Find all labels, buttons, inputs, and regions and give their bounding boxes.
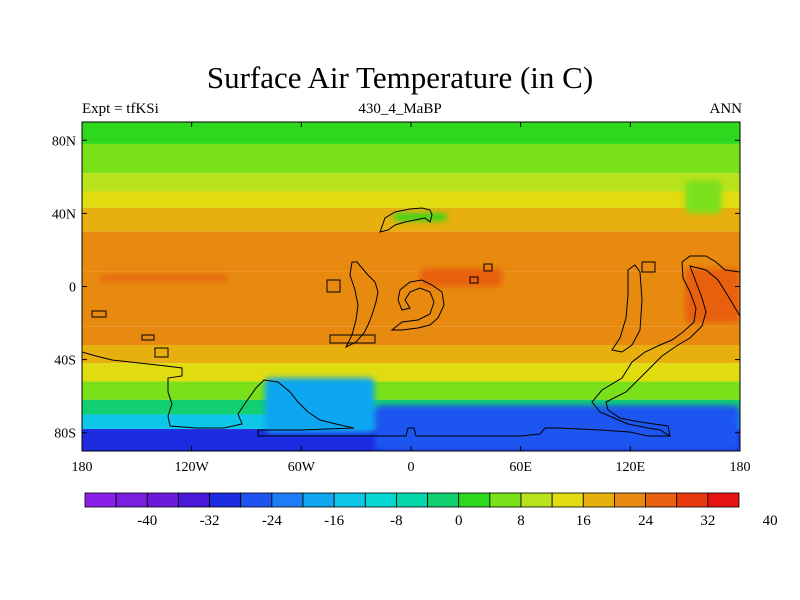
outline-gondwana-south	[82, 351, 670, 437]
outline-tropical-arc	[344, 261, 379, 349]
x-tick-label: 120W	[175, 460, 210, 475]
colorbar-swatch	[645, 492, 678, 508]
temperature-band-8	[82, 344, 740, 364]
colorbar-swatch	[676, 492, 709, 508]
colorbar-swatch	[146, 492, 179, 508]
colorbar-swatch	[271, 492, 304, 508]
temperature-band-10	[82, 381, 740, 400]
colorbar-swatch	[84, 492, 117, 508]
colorbar-swatch	[458, 492, 491, 508]
temperature-band-0	[82, 122, 740, 144]
outline-small-isle-e	[141, 334, 155, 341]
outline-tropical-south	[329, 334, 376, 344]
outline-east-isle	[641, 261, 656, 273]
outline-east-arc	[611, 264, 643, 353]
colorbar-swatch	[333, 492, 366, 508]
y-axis-ticks: 80N 40N 0 40S 80S	[52, 134, 740, 442]
outline-small-island-a	[326, 279, 341, 293]
temperature-patch-5	[392, 213, 448, 221]
colorbar-swatch	[489, 492, 522, 508]
colorbar-label: -16	[324, 513, 344, 529]
colorbar-swatch	[707, 492, 740, 508]
y-tick-label: 40S	[54, 354, 76, 369]
colorbar-swatch	[614, 492, 646, 508]
temperature-patch-3	[264, 377, 375, 433]
colorbar-label: 40	[763, 513, 778, 529]
experiment-label: Expt = tfKSi	[82, 101, 159, 117]
temperature-field	[82, 122, 740, 451]
outline-gondwana-east	[591, 255, 740, 438]
colorbar-label: 24	[638, 513, 654, 529]
outline-small-isle-d	[91, 310, 107, 318]
outline-laurussia	[379, 207, 433, 233]
colorbar-swatch	[240, 492, 273, 508]
temperature-band-1	[82, 143, 740, 174]
plot-title: Surface Air Temperature (in C)	[206, 60, 594, 95]
colorbar-swatch	[520, 492, 553, 508]
outline-small-island-c	[483, 263, 493, 272]
colorbar-label: -24	[262, 513, 282, 529]
y-tick-label: 80S	[54, 427, 76, 442]
colorbar-swatch	[209, 492, 242, 508]
case-label: 430_4_MaBP	[358, 101, 442, 117]
colorbar-label: -40	[137, 513, 157, 529]
zonal-bands	[82, 122, 740, 451]
colorbar-swatch	[582, 492, 615, 508]
temperature-band-2	[82, 173, 740, 192]
colorbar-label: 0	[455, 513, 463, 529]
temperature-band-3	[82, 191, 740, 208]
x-tick-label: 60W	[288, 460, 316, 475]
colorbar: -40 -32 -24 -16 -8 0 8 16 24 32 40	[84, 492, 778, 529]
colorbar-swatch	[178, 492, 210, 508]
y-tick-label: 80N	[52, 134, 76, 149]
x-tick-label: 180	[72, 460, 93, 475]
x-tick-label: 0	[408, 460, 415, 475]
x-tick-label: 120E	[616, 460, 646, 475]
colorbar-label: -32	[200, 513, 220, 529]
x-tick-label: 180	[730, 460, 751, 475]
colorbar-swatch	[551, 492, 584, 508]
y-tick-label: 40N	[52, 207, 76, 222]
colorbar-label: 32	[700, 513, 715, 529]
colorbar-swatch	[115, 492, 148, 508]
x-axis-ticks: 180 120W 60W 0 60E 120E 180	[72, 122, 751, 475]
colorbar-label: 8	[517, 513, 525, 529]
season-label: ANN	[709, 101, 743, 117]
temperature-patch-2	[100, 275, 229, 282]
y-tick-label: 0	[69, 281, 76, 296]
colorbar-label: -8	[390, 513, 403, 529]
colorbar-swatch	[302, 492, 335, 508]
colorbar-label: 16	[576, 513, 592, 529]
outline-small-island-b	[469, 276, 479, 284]
outline-small-isle-f	[154, 347, 169, 358]
temperature-band-5	[82, 231, 740, 272]
temperature-patch-0	[685, 268, 740, 324]
temperature-band-7	[82, 326, 740, 345]
temperature-patch-6	[685, 180, 722, 214]
x-tick-label: 60E	[509, 460, 532, 475]
colorbar-swatch	[427, 492, 460, 508]
temperature-band-9	[82, 363, 740, 382]
temperature-patch-1	[420, 268, 503, 287]
continent-outlines	[82, 207, 740, 438]
outline-ring-continent	[390, 279, 445, 331]
colorbar-swatch	[396, 492, 428, 508]
colorbar-swatch	[364, 492, 397, 508]
